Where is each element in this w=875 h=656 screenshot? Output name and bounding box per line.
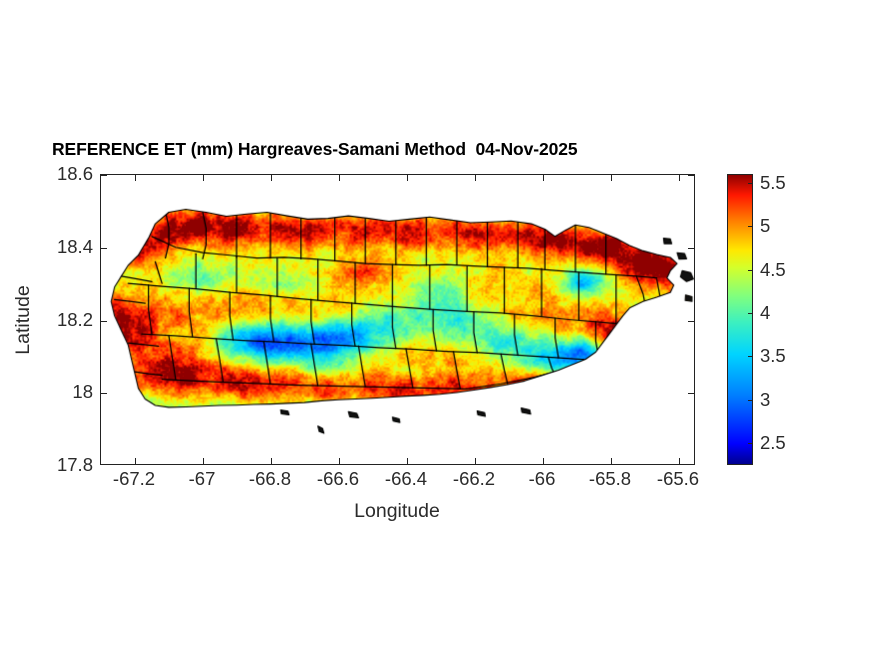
colorbar-tick [748, 399, 753, 401]
y-axis-title: Latitude [12, 285, 34, 355]
y-axis-tick [688, 320, 694, 322]
colorbar-gradient [727, 174, 753, 465]
y-axis-tick-label: 17.8 [56, 454, 93, 475]
x-axis-tick [475, 175, 476, 181]
y-axis-tick-label: 18.6 [56, 163, 93, 184]
x-axis-tick-label: -66.8 [248, 468, 292, 489]
colorbar-tick-label: 3.5 [760, 345, 786, 367]
y-axis-tick [688, 247, 694, 249]
y-axis-tick [101, 393, 107, 395]
page-title: REFERENCE ET (mm) Hargreaves-Samani Meth… [52, 139, 578, 159]
colorbar-tick-label: 4 [760, 301, 771, 323]
x-axis-tick [271, 458, 272, 464]
colorbar-tick-label: 3 [760, 388, 771, 410]
x-axis-tick [135, 458, 136, 464]
x-axis-tick [543, 458, 544, 464]
map-axes [100, 174, 695, 465]
reference-et-heatmap [101, 175, 694, 464]
y-axis-tick [101, 247, 107, 249]
colorbar-tick [748, 356, 753, 358]
y-axis-tick-label: 18 [72, 381, 93, 403]
x-axis-tick-label: -67 [188, 468, 216, 489]
colorbar-tick [748, 312, 753, 314]
colorbar-tick [748, 182, 753, 184]
x-axis-tick [339, 175, 340, 181]
x-axis-tick [339, 458, 340, 464]
colorbar-tick-label: 5 [760, 215, 771, 237]
x-axis-tick [407, 175, 408, 181]
x-axis-tick-label: -66 [528, 468, 556, 489]
colorbar-tick [748, 269, 753, 271]
x-axis-tick [135, 175, 136, 181]
x-axis-title: Longitude [354, 500, 440, 522]
y-axis-tick [688, 393, 694, 395]
x-axis-tick [203, 458, 204, 464]
x-axis-tick-label: -66.4 [384, 468, 428, 489]
x-axis-tick-label: -66.6 [316, 468, 360, 489]
x-axis-tick [203, 175, 204, 181]
y-axis-tick-label: 18.2 [56, 308, 93, 330]
x-axis-tick [407, 458, 408, 464]
x-axis-tick-label: -65.8 [588, 468, 632, 489]
x-axis-tick [611, 458, 612, 464]
colorbar [727, 174, 753, 465]
x-axis-tick [475, 458, 476, 464]
colorbar-tick [748, 226, 753, 228]
x-axis-tick-label: -67.2 [112, 468, 156, 489]
x-axis-tick [679, 175, 680, 181]
x-axis-tick [679, 458, 680, 464]
y-axis-tick [101, 175, 107, 176]
colorbar-tick-label: 2.5 [760, 432, 786, 454]
x-axis-tick [611, 175, 612, 181]
colorbar-tick-label: 4.5 [760, 258, 786, 280]
x-axis-tick [271, 175, 272, 181]
y-axis-tick-label: 18.4 [56, 235, 93, 257]
y-axis-tick [688, 175, 694, 176]
x-axis-tick-label: -65.6 [656, 468, 700, 489]
y-axis-tick [101, 320, 107, 322]
x-axis-tick-label: -66.2 [452, 468, 496, 489]
colorbar-tick-label: 5.5 [760, 171, 786, 193]
colorbar-tick [748, 443, 753, 445]
x-axis-tick [543, 175, 544, 181]
